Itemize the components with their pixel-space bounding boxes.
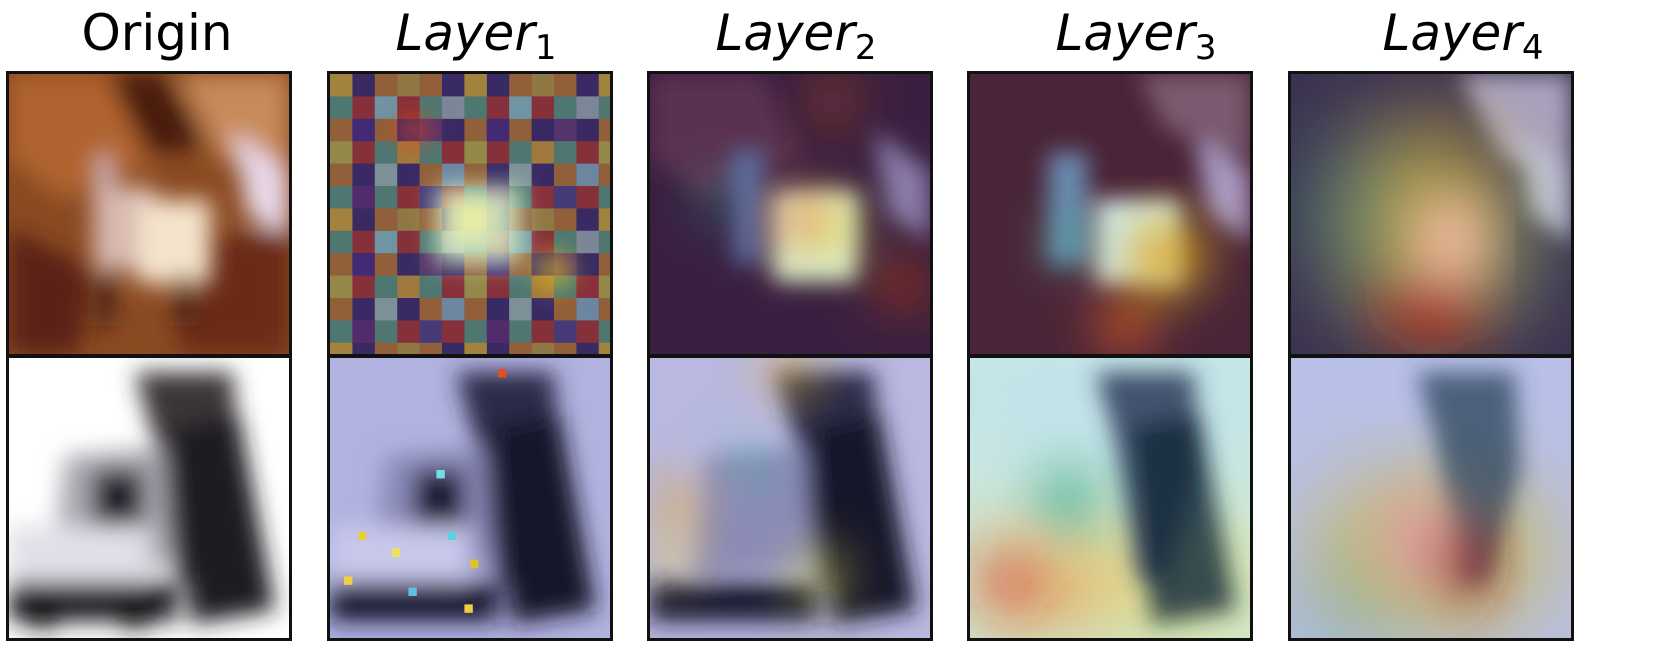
column-title-subscript: 2 xyxy=(854,28,877,68)
truck-layer-1-heatmap xyxy=(327,355,613,641)
column-title-text: Layer xyxy=(1382,4,1522,62)
truck-layer-3-heatmap xyxy=(967,355,1253,641)
truck-layer-2-heatmap xyxy=(647,355,933,641)
column-title-layer-3: Layer3 xyxy=(993,4,1279,65)
column-title-subscript: 1 xyxy=(534,28,557,68)
column-title-origin: Origin xyxy=(14,4,300,62)
column-title-subscript: 4 xyxy=(1521,28,1544,68)
column-title-text: Origin xyxy=(81,4,233,62)
truck-origin-image xyxy=(6,355,292,641)
column-title-text: Layer xyxy=(395,4,535,62)
column-title-text: Layer xyxy=(715,4,855,62)
column-title-subscript: 3 xyxy=(1194,28,1217,68)
column-title-layer-2: Layer2 xyxy=(653,4,939,65)
deer-origin-image xyxy=(6,71,292,357)
column-title-layer-4: Layer4 xyxy=(1320,4,1606,65)
deer-layer-1-heatmap xyxy=(327,71,613,357)
deer-layer-3-heatmap xyxy=(967,71,1253,357)
column-title-layer-1: Layer1 xyxy=(333,4,619,65)
column-title-text: Layer xyxy=(1055,4,1195,62)
deer-layer-4-heatmap xyxy=(1288,71,1574,357)
deer-layer-2-heatmap xyxy=(647,71,933,357)
truck-layer-4-heatmap xyxy=(1288,355,1574,641)
